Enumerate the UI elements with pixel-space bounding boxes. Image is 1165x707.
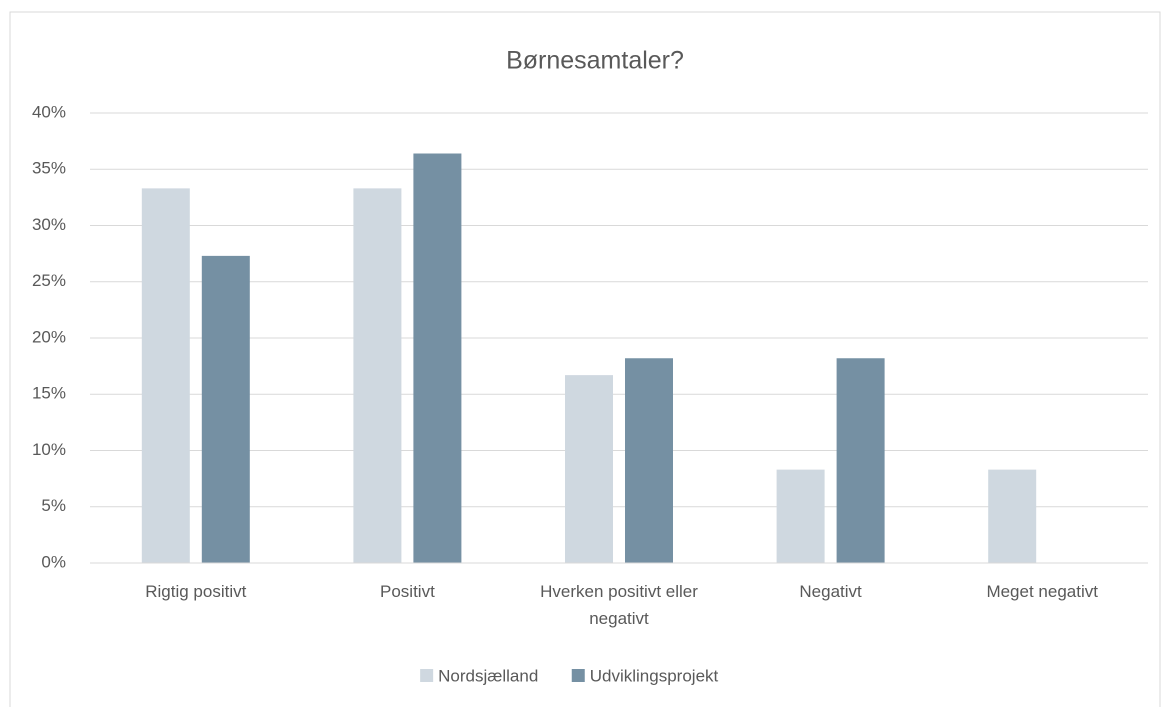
- legend-swatch: [571, 669, 585, 682]
- legend-label: Udviklingsprojekt: [590, 666, 719, 685]
- bar: [836, 358, 885, 563]
- x-tick-label: Positivt: [380, 582, 435, 601]
- bar: [565, 375, 613, 563]
- y-tick-label: 35%: [32, 159, 66, 178]
- x-tick-label: Rigtig positivt: [145, 582, 246, 601]
- bar: [413, 153, 462, 563]
- legend-swatch: [420, 669, 434, 682]
- y-tick-label: 10%: [32, 440, 66, 459]
- bar: [141, 188, 190, 563]
- y-tick-label: 0%: [41, 552, 66, 571]
- x-tick-label: Negativt: [799, 582, 862, 601]
- bar: [776, 469, 825, 563]
- bar: [201, 255, 250, 563]
- legend-label: Nordsjælland: [438, 666, 538, 685]
- bar: [625, 358, 673, 563]
- bar: [353, 188, 402, 563]
- x-tick-label: Meget negativt: [986, 582, 1098, 601]
- y-tick-label: 30%: [32, 215, 66, 234]
- y-tick-label: 20%: [32, 327, 66, 346]
- y-tick-label: 15%: [32, 384, 66, 403]
- y-tick-label: 40%: [32, 102, 66, 121]
- bar: [988, 469, 1037, 563]
- y-tick-label: 25%: [32, 271, 66, 290]
- chart-title: Børnesamtaler?: [506, 47, 684, 75]
- y-tick-label: 5%: [41, 496, 66, 515]
- chart-border: [9, 11, 1161, 707]
- x-tick-label: Hverken positivt eller negativt: [540, 582, 698, 628]
